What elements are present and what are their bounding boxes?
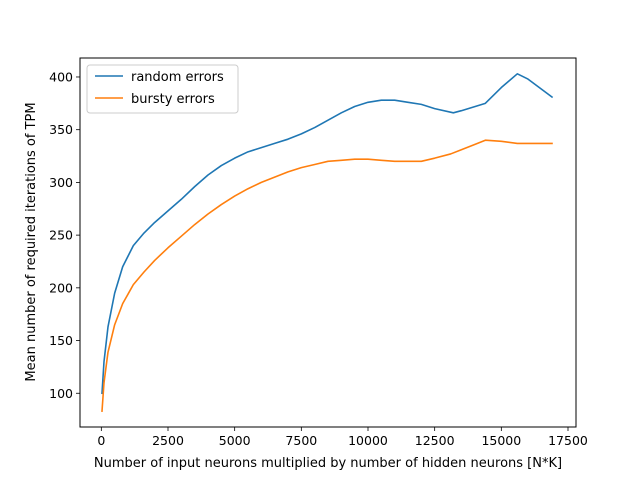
series-line-bursty-errors — [101, 139, 553, 413]
legend-box — [86, 64, 239, 114]
x-tick-label: 5000 — [219, 433, 251, 448]
plot-frame — [79, 57, 577, 428]
y-tick-label: 350 — [49, 122, 73, 137]
y-tick-label: 100 — [49, 386, 73, 401]
y-axis-ticks: 100 150 200 250 300 350 400 — [49, 69, 80, 401]
series-line-random-errors — [101, 73, 554, 395]
x-tick-label: 15000 — [481, 433, 521, 448]
x-tick-label: 7500 — [285, 433, 317, 448]
x-axis-label: Number of input neurons multiplied by nu… — [94, 456, 562, 471]
y-tick-label: 200 — [49, 280, 73, 295]
y-tick-label: 150 — [49, 333, 73, 348]
y-tick-label: 250 — [49, 228, 73, 243]
y-tick-label: 300 — [49, 175, 73, 190]
legend-label-random-errors: random errors — [131, 70, 224, 85]
y-axis-label: Mean number of required iterations of TP… — [24, 102, 39, 381]
legend-label-bursty-errors: bursty errors — [131, 92, 215, 107]
x-tick-label: 17500 — [548, 433, 588, 448]
x-axis-ticks: 0 2500 5000 7500 10000 12500 15000 17500 — [97, 427, 588, 448]
x-tick-label: 2500 — [152, 433, 184, 448]
x-tick-label: 0 — [97, 433, 105, 448]
legend: random errors bursty errors — [86, 64, 239, 114]
x-tick-label: 12500 — [415, 433, 455, 448]
plot-lines — [101, 73, 554, 413]
x-tick-label: 10000 — [348, 433, 388, 448]
y-tick-label: 400 — [49, 69, 73, 84]
